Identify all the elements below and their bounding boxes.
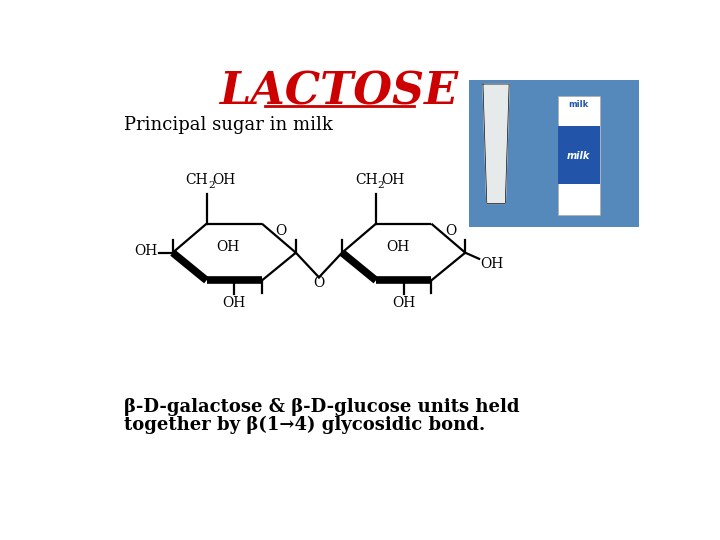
Text: 2: 2: [377, 181, 384, 190]
Text: O: O: [445, 224, 456, 238]
Bar: [469, 80, 639, 226]
Text: OH: OH: [382, 173, 405, 187]
Polygon shape: [483, 84, 509, 204]
Text: OH: OH: [392, 296, 415, 310]
Text: O: O: [313, 276, 325, 291]
Text: LACTOSE: LACTOSE: [219, 70, 458, 113]
Text: CH: CH: [186, 173, 208, 187]
Text: together by β(1→4) glycosidic bond.: together by β(1→4) glycosidic bond.: [124, 416, 485, 434]
Text: CH: CH: [355, 173, 377, 187]
Bar: [558, 126, 600, 184]
Text: milk: milk: [569, 100, 589, 109]
Text: OH: OH: [212, 173, 235, 187]
Text: OH: OH: [134, 244, 157, 258]
Text: OH: OH: [217, 240, 240, 253]
Text: O: O: [276, 224, 287, 238]
Text: Principal sugar in milk: Principal sugar in milk: [124, 116, 333, 134]
Bar: [558, 96, 600, 215]
Text: milk: milk: [567, 151, 590, 161]
Text: β-D-galactose & β-D-glucose units held: β-D-galactose & β-D-glucose units held: [124, 399, 520, 416]
Text: 2: 2: [208, 181, 215, 190]
Text: OH: OH: [386, 240, 409, 253]
Text: OH: OH: [481, 257, 504, 271]
Text: OH: OH: [222, 296, 246, 310]
